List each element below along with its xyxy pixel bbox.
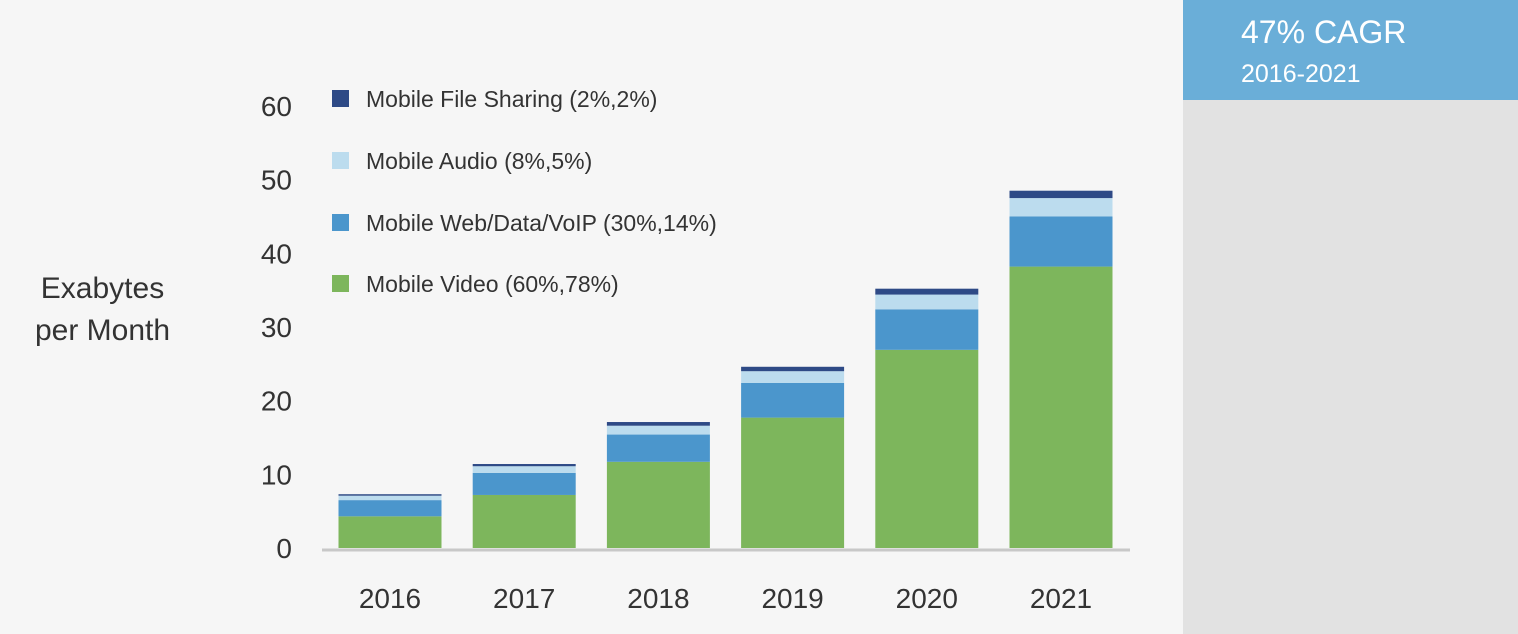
legend-item: Mobile Web/Data/VoIP (30%,14%) — [332, 210, 717, 237]
bar-segment-2016-series-1 — [338, 500, 442, 517]
legend-swatch — [332, 214, 349, 232]
bar-segment-2018-series-3 — [606, 422, 710, 426]
bar-segment-2019-series-2 — [741, 371, 845, 383]
x-tick-label: 2021 — [1030, 583, 1092, 614]
y-tick-label: 20 — [261, 386, 292, 417]
bar-segment-2018-series-2 — [606, 425, 710, 435]
side-panel — [1183, 0, 1518, 634]
legend-swatch — [332, 90, 349, 108]
x-tick-label: 2019 — [761, 583, 823, 614]
legend-item: Mobile Audio (8%,5%) — [332, 148, 592, 175]
callout-subtitle: 2016-2021 — [1241, 60, 1361, 88]
bar-segment-2020-series-3 — [875, 288, 979, 295]
bar-segment-2020-series-0 — [875, 349, 979, 548]
bar-chart: 0 10 20 30 40 50 60 2016 2017 2018 2019 2020 2021 — [261, 91, 1130, 614]
y-axis-label-line-1: Exabytes — [40, 272, 165, 305]
x-tick-label: 2016 — [359, 583, 421, 614]
x-tick-label: 2020 — [896, 583, 958, 614]
bar-segment-2016-series-0 — [338, 516, 442, 548]
legend-swatch — [332, 152, 349, 170]
bar-segment-2019-series-0 — [741, 417, 845, 548]
bar-segment-2018-series-0 — [606, 461, 710, 548]
bar-segment-2021-series-3 — [1009, 190, 1113, 199]
legend-item: Mobile Video (60%,78%) — [332, 271, 619, 298]
bar-segment-2021-series-2 — [1009, 198, 1113, 217]
bar-segment-2020-series-2 — [875, 294, 979, 310]
legend-item: Mobile File Sharing (2%,2%) — [332, 86, 657, 113]
legend-label: Mobile File Sharing (2%,2%) — [366, 86, 658, 112]
x-tick-label: 2018 — [627, 583, 689, 614]
callout-title: 47% CAGR — [1241, 14, 1407, 50]
legend-label: Mobile Web/Data/VoIP (30%,14%) — [366, 210, 717, 236]
y-tick-label: 30 — [261, 312, 292, 343]
cagr-callout: 47% CAGR 2016-2021 — [1183, 0, 1518, 100]
legend-label: Mobile Video (60%,78%) — [366, 271, 619, 297]
bar-segment-2017-series-1 — [472, 472, 576, 495]
y-tick-label: 40 — [261, 238, 292, 269]
y-axis-label: Exabytes per Month — [0, 268, 205, 352]
bar-segment-2021-series-0 — [1009, 266, 1113, 548]
bar-segment-2020-series-1 — [875, 309, 979, 350]
legend-swatch — [332, 275, 349, 293]
y-tick-label: 60 — [261, 91, 292, 122]
bar-segment-2017-series-0 — [472, 494, 576, 548]
bar-segment-2019-series-1 — [741, 382, 845, 418]
y-tick-label: 50 — [261, 165, 292, 196]
y-axis-label-line-2: per Month — [34, 314, 171, 347]
y-tick-label: 0 — [276, 533, 292, 564]
legend-label: Mobile Audio (8%,5%) — [366, 148, 593, 174]
bar-segment-2018-series-1 — [606, 434, 710, 462]
bar-segment-2019-series-3 — [741, 366, 845, 372]
bar-segment-2016-series-3 — [338, 494, 442, 496]
y-tick-label: 10 — [261, 459, 292, 490]
bar-segment-2016-series-2 — [338, 495, 442, 501]
x-tick-label: 2017 — [493, 583, 555, 614]
callout-shape — [1183, 0, 1518, 100]
bar-segment-2017-series-3 — [472, 464, 576, 467]
bar-segment-2017-series-2 — [472, 466, 576, 473]
bar-segment-2021-series-1 — [1009, 216, 1113, 267]
chart-area — [0, 0, 1183, 634]
